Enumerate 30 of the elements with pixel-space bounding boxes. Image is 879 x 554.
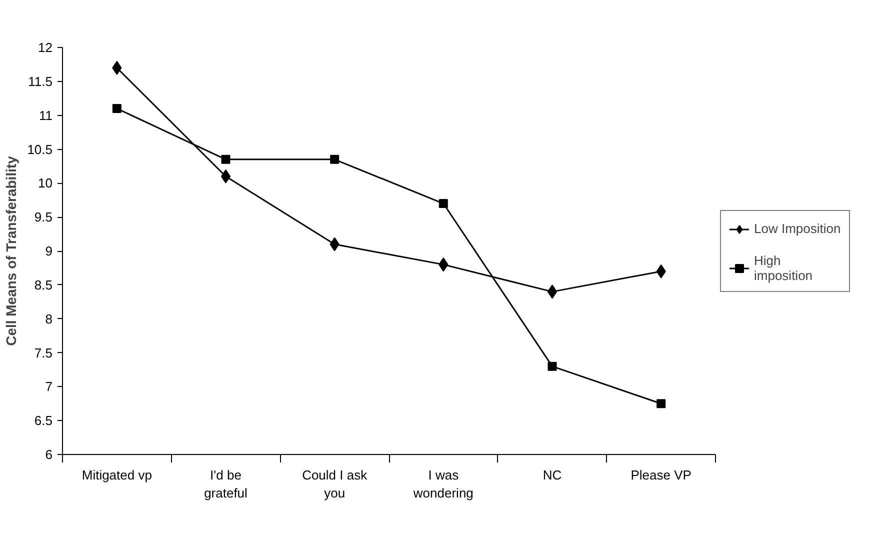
y-tick-label: 11: [39, 108, 53, 123]
x-tick-label: I'd be grateful: [204, 468, 248, 500]
y-tick-label: 8.5: [34, 277, 53, 292]
y-tick-label: 10: [38, 176, 53, 191]
x-tick-label: I was wondering: [412, 468, 474, 500]
point: [547, 284, 558, 299]
x-tick-label: NC: [542, 468, 562, 482]
point: [220, 169, 231, 184]
y-tick-label: 8: [45, 311, 53, 326]
y-tick-label: 7: [45, 379, 53, 394]
y-tick-label: 6.5: [34, 413, 53, 428]
point: [656, 399, 666, 408]
point: [330, 154, 340, 164]
y-tick-label: 11.5: [28, 74, 53, 89]
y-tick-label: 9: [45, 244, 53, 258]
x-tick-label: Mitigated vp: [82, 468, 152, 482]
y-axis-title: Cell Means of Transferability: [3, 156, 20, 346]
point: [112, 104, 122, 114]
x-tick-label: Could I ask you: [302, 468, 368, 500]
legend-label: Low Imposition: [754, 221, 841, 236]
y-tick-label: 6: [45, 447, 53, 462]
x-tick-label: Please VP: [630, 468, 692, 482]
y-tick-label: 7.5: [34, 345, 53, 360]
y-tick-label: 9.5: [34, 210, 53, 225]
y-tick-label: 10.5: [27, 142, 53, 157]
point: [221, 154, 230, 164]
point: [548, 362, 557, 371]
y-tick-label: 12: [38, 40, 53, 55]
legend-label: High imposition: [754, 252, 813, 282]
point: [438, 199, 448, 208]
